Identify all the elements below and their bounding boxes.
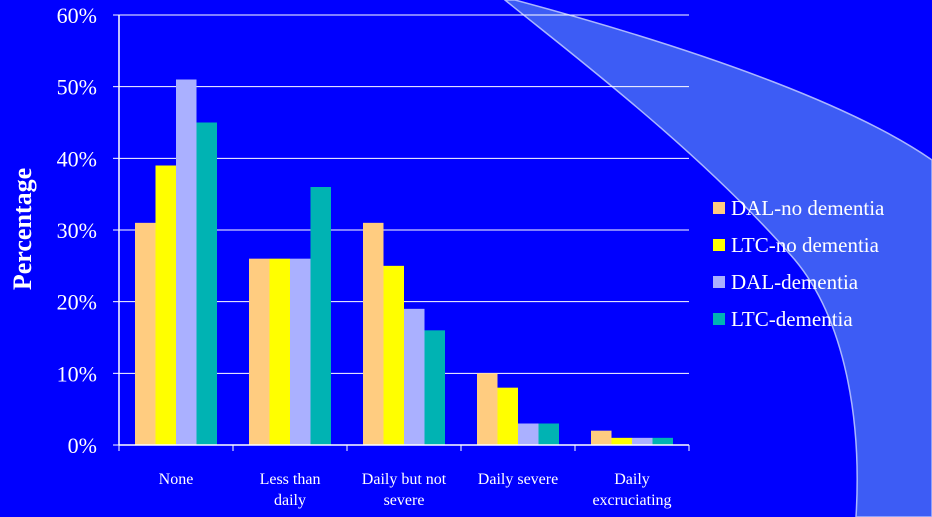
category-label: Daily but not bbox=[362, 471, 447, 488]
bar bbox=[383, 265, 404, 445]
category-label: None bbox=[159, 471, 194, 488]
bars bbox=[135, 79, 673, 445]
y-tick-label: 40% bbox=[57, 146, 97, 171]
bar bbox=[611, 437, 632, 445]
legend-label: LTC-no dementia bbox=[731, 233, 880, 257]
bar bbox=[249, 258, 270, 445]
bar bbox=[632, 437, 653, 445]
bar bbox=[497, 387, 518, 445]
bar bbox=[135, 222, 156, 445]
y-tick-labels: 0% 10% 20% 30% 40% 50% 60% bbox=[57, 3, 97, 458]
y-axis-title: Percentage bbox=[8, 168, 37, 290]
bar bbox=[538, 423, 559, 445]
bar bbox=[424, 330, 445, 445]
bar bbox=[477, 373, 498, 445]
y-tick-label: 60% bbox=[57, 3, 97, 28]
category-label: severe bbox=[384, 492, 425, 509]
y-tick-label: 10% bbox=[57, 361, 97, 386]
legend-label: DAL-dementia bbox=[731, 270, 859, 294]
bar bbox=[155, 165, 176, 445]
legend-label: DAL-no dementia bbox=[731, 196, 885, 220]
bar bbox=[310, 187, 331, 445]
bar bbox=[652, 437, 673, 445]
category-label: Daily bbox=[614, 471, 650, 488]
bar bbox=[290, 258, 311, 445]
category-label: Less than bbox=[260, 471, 321, 488]
legend-swatch bbox=[713, 276, 725, 288]
y-tick-label: 0% bbox=[68, 433, 97, 458]
legend-swatch bbox=[713, 313, 725, 325]
legend-swatch bbox=[713, 202, 725, 214]
category-label: Daily severe bbox=[478, 471, 558, 488]
y-tick-label: 30% bbox=[57, 218, 97, 243]
bar bbox=[518, 423, 539, 445]
axes bbox=[113, 14, 690, 451]
bar bbox=[176, 79, 197, 445]
decorative-swoosh bbox=[503, 0, 932, 517]
legend-swatch bbox=[713, 239, 725, 251]
bar bbox=[363, 222, 384, 445]
bar bbox=[591, 430, 612, 445]
bar bbox=[269, 258, 290, 445]
legend: DAL-no dementia LTC-no dementia DAL-dement… bbox=[713, 196, 885, 331]
y-tick-label: 20% bbox=[57, 290, 97, 315]
bar bbox=[404, 308, 425, 445]
category-labels: None Less than daily Daily but not severe Dai… bbox=[159, 471, 672, 509]
category-label: excruciating bbox=[592, 492, 671, 509]
y-tick-label: 50% bbox=[57, 75, 97, 100]
bar bbox=[196, 122, 217, 445]
legend-label: LTC-dementia bbox=[731, 307, 853, 331]
category-label: daily bbox=[274, 492, 306, 509]
